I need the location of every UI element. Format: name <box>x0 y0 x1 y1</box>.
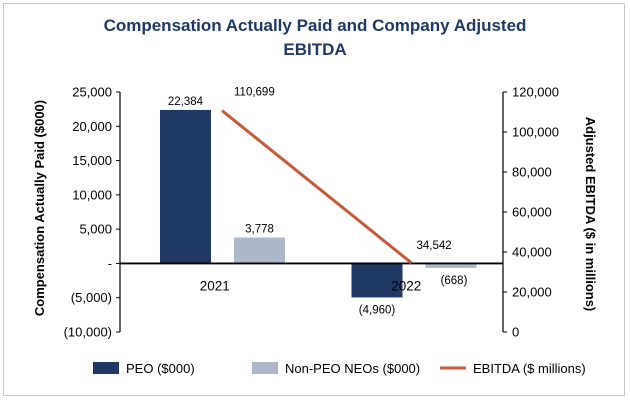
right-tick-label: 100,000 <box>512 125 559 140</box>
right-axis-title: Adjusted EBITDA ($ in millions) <box>583 117 598 312</box>
left-tick-label: - <box>108 256 112 271</box>
left-tick-label: (5,000) <box>71 290 112 305</box>
legend-label: PEO ($000) <box>126 361 195 376</box>
legend-label: EBITDA ($ millions) <box>473 361 586 376</box>
bar-data-label: 22,384 <box>168 96 204 108</box>
left-tick-label: 25,000 <box>72 85 112 100</box>
chart-title: Compensation Actually Paid and Company A… <box>0 14 630 62</box>
bar-non-peo-neos-2021 <box>234 237 285 264</box>
ebitda-data-label: 110,699 <box>234 87 275 99</box>
bar-data-label: (668) <box>441 275 468 287</box>
bar-data-label: (4,960) <box>359 304 396 316</box>
right-tick-label: 0 <box>512 325 519 340</box>
legend-swatch <box>252 362 278 374</box>
right-tick-label: 20,000 <box>512 285 552 300</box>
ebitda-line <box>221 109 413 265</box>
right-tick-label: 40,000 <box>512 245 552 260</box>
bar-data-label: 3,778 <box>245 224 274 236</box>
legend-label: Non-PEO NEOs ($000) <box>285 361 420 376</box>
bar-non-peo-neos-2022 <box>425 263 477 269</box>
ebitda-data-label: 34,542 <box>417 240 452 252</box>
chart-title-line2: EBITDA <box>283 40 347 59</box>
left-tick-label: 15,000 <box>72 153 112 168</box>
category-label-2021: 2021 <box>200 278 230 293</box>
bar-peo-2022 <box>351 263 403 298</box>
right-tick-label: 80,000 <box>512 165 552 180</box>
left-tick-label: 20,000 <box>72 119 112 134</box>
left-tick-label: 5,000 <box>79 222 112 237</box>
legend-swatch <box>93 362 119 374</box>
left-axis-title: Compensation Actually Paid ($000) <box>32 100 47 316</box>
chart-title-line1: Compensation Actually Paid and Company A… <box>103 16 527 35</box>
chart-frame <box>3 3 625 396</box>
right-tick-label: 120,000 <box>512 85 559 100</box>
left-tick-label: 10,000 <box>72 187 112 202</box>
bar-peo-2021 <box>160 109 211 264</box>
category-label-2022: 2022 <box>391 278 421 293</box>
right-tick-label: 60,000 <box>512 205 552 220</box>
left-tick-label: (10,000) <box>64 325 112 340</box>
